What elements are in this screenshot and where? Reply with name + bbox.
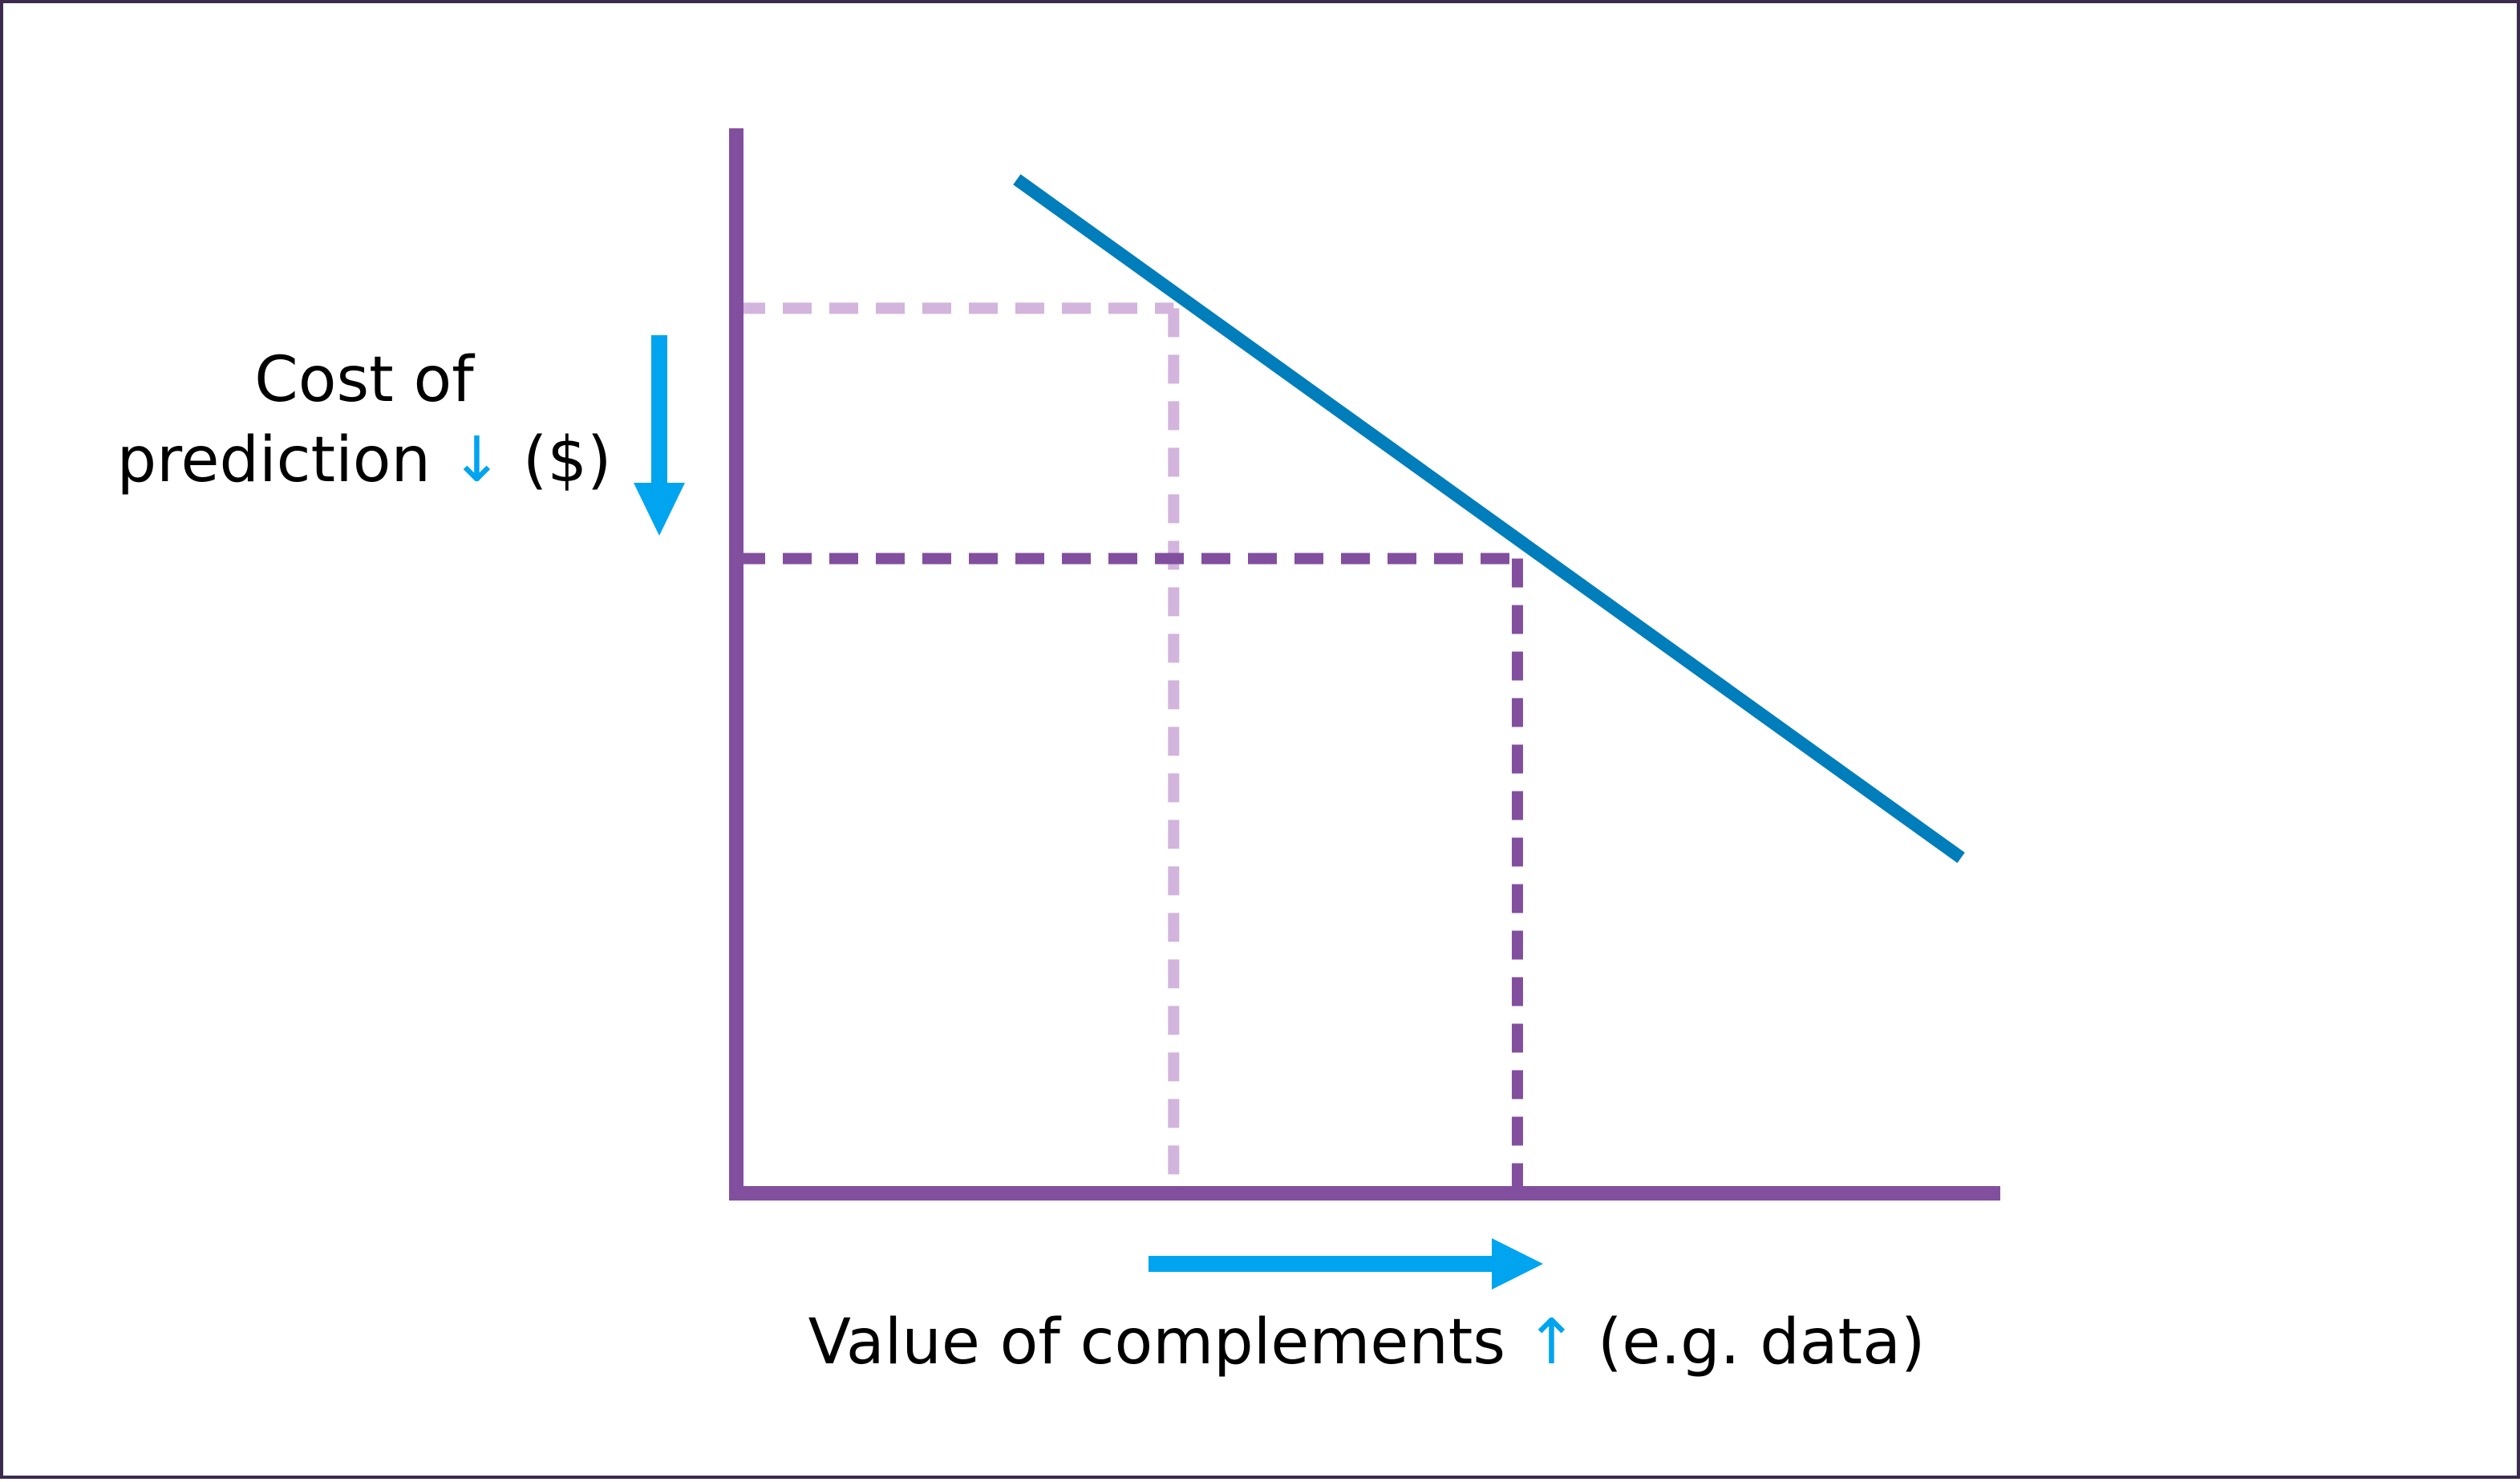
x-direction-arrow-head bbox=[1492, 1238, 1543, 1290]
down-arrow-icon: ↓ bbox=[450, 424, 504, 496]
series-line-demand-line bbox=[1013, 174, 1965, 864]
y-axis-label: Cost of prediction ↓ ($) bbox=[107, 340, 621, 500]
up-arrow-icon: ↑ bbox=[1525, 1306, 1578, 1379]
y-axis-label-line2: prediction ↓ ($) bbox=[107, 420, 621, 500]
y-axis-label-unit: ($) bbox=[522, 424, 612, 496]
x-axis-label: Value of complements ↑ (e.g. data) bbox=[565, 1302, 2169, 1383]
chart-canvas bbox=[634, 128, 2000, 1290]
y-axis-label-line1: Cost of bbox=[254, 344, 474, 416]
x-axis-label-text: Value of complements bbox=[808, 1306, 1505, 1379]
x-axis-label-suffix: (e.g. data) bbox=[1597, 1306, 1926, 1379]
y-axis-label-text: prediction bbox=[116, 424, 431, 496]
y-direction-arrow-head bbox=[634, 483, 685, 536]
